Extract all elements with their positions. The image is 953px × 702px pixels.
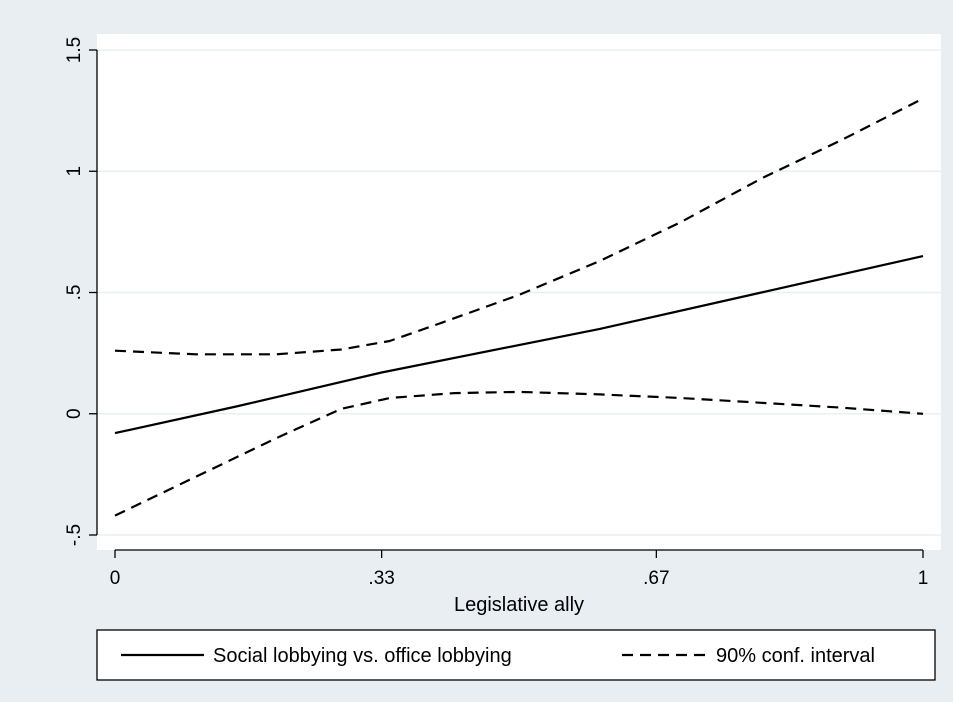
x-tick-label-3: 1 [918,568,929,589]
y-tick-label-1: 0 [64,408,85,419]
legend-box [96,629,936,681]
x-tick-label-1: .33 [368,568,394,589]
y-tick-label-0: -.5 [64,524,85,546]
x-tick-label-2: .67 [643,568,669,589]
legend-label-social-lobbying: Social lobbying vs. office lobbying [213,645,512,667]
x-tick-label-0: 0 [110,568,121,589]
series-line-1 [114,97,924,356]
legend-label-conf-interval: 90% conf. interval [716,645,875,667]
y-tick-label-4: 1.5 [64,37,85,63]
y-tick-label-2: .5 [64,285,85,301]
x-axis-title: Legislative ally [454,594,584,616]
series-line-2 [114,390,924,517]
y-tick-label-3: 1 [64,166,85,177]
series-line-0 [114,255,924,435]
